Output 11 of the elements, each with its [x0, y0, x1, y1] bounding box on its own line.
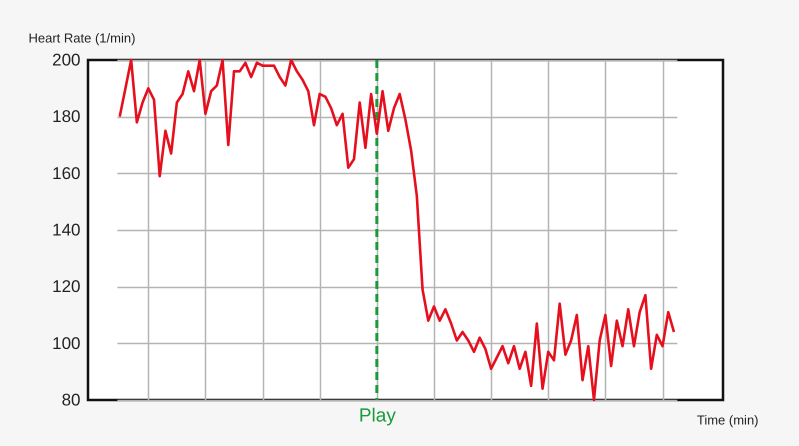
y-tick-label: 100 — [52, 334, 80, 353]
y-tick-label: 200 — [52, 50, 80, 70]
line-series — [118, 58, 676, 402]
x-tick-label: Play — [358, 406, 396, 426]
y-tick-label: 140 — [52, 220, 80, 240]
y-tick-label: 80 — [62, 390, 80, 410]
y-tick-label: 120 — [52, 277, 80, 296]
y-axis-title: Heart Rate (1/min) — [28, 30, 136, 46]
y-tick-label: 180 — [52, 107, 80, 126]
x-axis-title: Time (min) — [696, 412, 758, 428]
y-tick-label: 160 — [52, 164, 80, 183]
